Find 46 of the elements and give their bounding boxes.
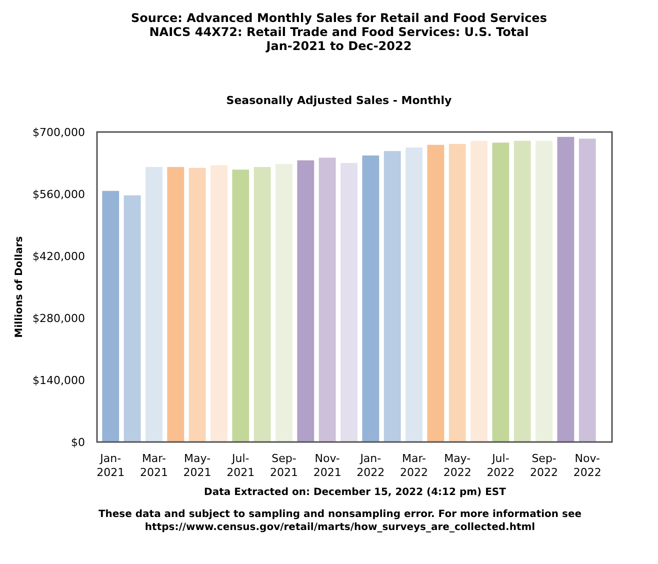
bar (557, 136, 574, 442)
text: These data and subject to sampling and nonsampling error. For more information see https://www.census.gov/retail/marts/how_surveys_are_collected.html (98, 509, 582, 533)
x-tick-label: Jan-2021 (96, 452, 125, 479)
y-axis-title: Millions of Dollars (14, 236, 25, 338)
bar (384, 151, 401, 442)
bar (167, 166, 184, 442)
bar (427, 144, 444, 442)
bar (514, 140, 531, 442)
bar (124, 195, 141, 442)
bar (318, 158, 336, 442)
y-tick-label: $560,000 (32, 188, 85, 201)
y-tick-label: $140,000 (32, 374, 85, 387)
x-tick-label: Nov-2021 (313, 452, 342, 479)
x-tick-label: Sep-2021 (270, 452, 298, 479)
x-tick-label: May-2022 (443, 452, 472, 479)
x-tick-label: Mar-2021 (140, 452, 168, 479)
bar (102, 190, 120, 442)
y-tick-label: $700,000 (32, 126, 85, 139)
x-tick-label: Jul-2022 (486, 452, 515, 479)
x-tick-label: May-2021 (183, 452, 212, 479)
bar (210, 165, 228, 442)
bar (297, 160, 314, 442)
y-tick-label: $280,000 (32, 312, 85, 325)
bar (188, 168, 206, 442)
x-tick-label: Mar-2022 (400, 452, 428, 479)
x-tick-label: Jan-2022 (356, 452, 385, 479)
bar (448, 144, 466, 442)
bar (276, 164, 292, 442)
bar (578, 138, 596, 442)
bar (536, 140, 552, 442)
bar (470, 140, 488, 442)
x-tick-label: Jul-2021 (226, 452, 255, 479)
x-tick-label: Sep-2022 (530, 452, 558, 479)
chart-title: Source: Advanced Monthly Sales for Retail and Food Services NAICS 44X72: Retail Trade and Food Services: U.S. Total Jan-2021 to Dec-2022 (131, 11, 547, 53)
bar (492, 142, 510, 442)
y-tick-label: $420,000 (32, 250, 85, 263)
bar (406, 148, 422, 442)
bar (146, 166, 162, 442)
bar (254, 166, 271, 442)
text: Data Extracted on: December 15, 2022 (4:12 pm) EST (204, 487, 506, 498)
bar (232, 170, 250, 442)
y-tick-label: $0 (71, 436, 85, 449)
chart-subtitle: Seasonally Adjusted Sales - Monthly (226, 94, 452, 107)
bar (362, 155, 380, 442)
x-tick-label: Nov-2022 (573, 452, 602, 479)
bar (340, 163, 358, 442)
